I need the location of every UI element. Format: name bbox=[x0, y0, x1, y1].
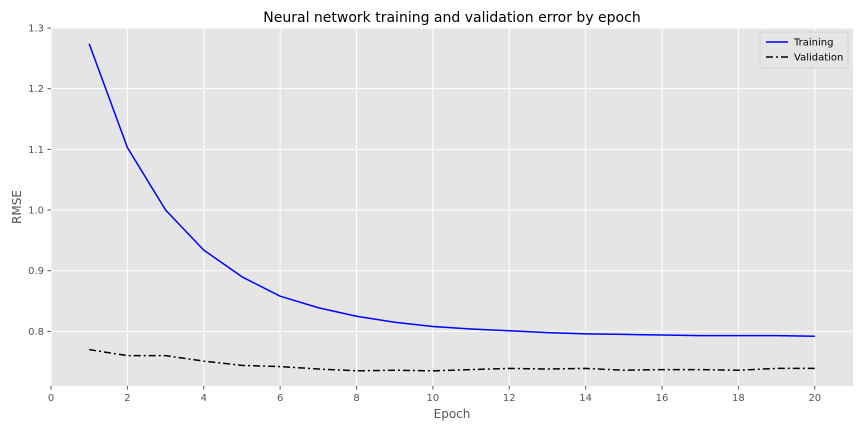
x-tick-label: 18 bbox=[732, 393, 745, 404]
x-tick-label: 14 bbox=[579, 393, 592, 404]
x-tick-label: 12 bbox=[503, 393, 516, 404]
x-axis-title: Epoch bbox=[434, 407, 471, 421]
x-tick-label: 2 bbox=[124, 393, 130, 404]
y-tick-label: 0.8 bbox=[28, 327, 44, 338]
x-tick-label: 0 bbox=[48, 393, 54, 404]
legend-box bbox=[759, 31, 849, 69]
y-tick-label: 1.2 bbox=[28, 84, 44, 95]
legend-label-training: Training bbox=[793, 38, 833, 49]
axis-ticks: 0 2 4 6 8 10 12 14 16 18 20 0.8 0.9 1.0 1.1 1.2 1.3 bbox=[28, 24, 821, 405]
legend-label-validation: Validation bbox=[794, 53, 843, 64]
series-group bbox=[88, 43, 815, 372]
y-tick-label: 1.3 bbox=[28, 24, 44, 35]
x-tick-label: 8 bbox=[353, 393, 359, 404]
x-tick-label: 16 bbox=[656, 393, 669, 404]
series-line-training bbox=[88, 43, 815, 337]
legend: Training Validation bbox=[759, 31, 849, 69]
x-tick-label: 20 bbox=[808, 393, 821, 404]
x-tick-label: 4 bbox=[201, 393, 207, 404]
y-tick-label: 0.9 bbox=[28, 266, 44, 277]
grid-lines bbox=[50, 27, 853, 386]
y-tick-label: 1.0 bbox=[28, 206, 44, 217]
x-tick-label: 10 bbox=[427, 393, 440, 404]
y-axis-title: RMSE bbox=[10, 190, 24, 224]
y-tick-label: 1.1 bbox=[28, 145, 44, 156]
plot-area bbox=[51, 28, 853, 386]
chart-title: Neural network training and validation e… bbox=[263, 10, 640, 26]
x-tick-label: 6 bbox=[277, 393, 283, 404]
series-line-validation bbox=[89, 348, 815, 372]
